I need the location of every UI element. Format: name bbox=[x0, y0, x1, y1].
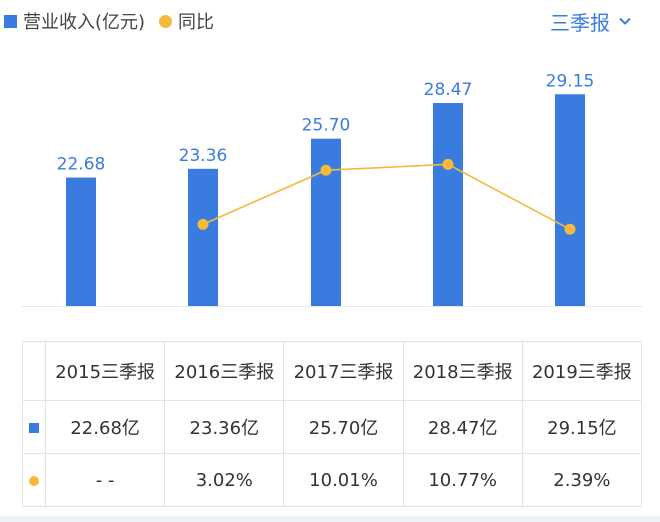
bar-data-label: 25.70 bbox=[302, 116, 351, 136]
data-table: 2015三季报 2016三季报 2017三季报 2018三季报 2019三季报 … bbox=[21, 341, 643, 507]
revenue-cell: 25.70亿 bbox=[283, 400, 404, 454]
revenue-bar bbox=[311, 138, 341, 306]
bar-data-label: 22.68 bbox=[57, 155, 106, 175]
chevron-down-icon bbox=[619, 17, 631, 25]
line-legend-label: 同比 bbox=[178, 12, 215, 33]
period-selector-label: 三季报 bbox=[550, 10, 610, 35]
chart-legend: 营业收入(亿元) 同比 bbox=[0, 4, 214, 38]
bar-legend-label: 营业收入(亿元) bbox=[23, 12, 146, 33]
bar-data-label: 23.36 bbox=[179, 146, 228, 166]
table-row-growth: - - 3.02% 10.01% 10.77% 2.39% bbox=[21, 453, 643, 507]
bar-legend-marker bbox=[4, 14, 17, 28]
bar-data-label: 29.15 bbox=[546, 71, 595, 91]
growth-cell: 3.02% bbox=[164, 453, 285, 507]
table-header-cell: 2017三季报 bbox=[283, 341, 404, 401]
revenue-bar bbox=[433, 103, 463, 306]
bottom-bar bbox=[0, 516, 660, 522]
table-header-cell: 2015三季报 bbox=[45, 341, 166, 401]
table-corner-cell bbox=[21, 341, 47, 401]
growth-row-marker bbox=[21, 453, 47, 507]
revenue-cell: 29.15亿 bbox=[521, 400, 643, 454]
growth-point bbox=[564, 223, 576, 235]
revenue-cell: 28.47亿 bbox=[402, 400, 523, 454]
table-header-row: 2015三季报 2016三季报 2017三季报 2018三季报 2019三季报 bbox=[21, 341, 643, 401]
revenue-cell: 22.68亿 bbox=[45, 400, 166, 454]
line-legend-marker bbox=[159, 14, 173, 28]
growth-line bbox=[202, 163, 571, 230]
period-selector[interactable]: 三季报 bbox=[550, 4, 632, 38]
revenue-cell: 23.36亿 bbox=[164, 400, 285, 454]
revenue-row-marker bbox=[21, 400, 47, 454]
revenue-chart: 22.68 23.36 25.70 28.47 29.15 bbox=[22, 71, 642, 307]
growth-point bbox=[442, 158, 454, 170]
table-header-cell: 2019三季报 bbox=[521, 341, 643, 401]
revenue-bar bbox=[555, 94, 585, 306]
growth-cell: - - bbox=[45, 453, 166, 507]
growth-cell: 2.39% bbox=[521, 453, 643, 507]
growth-point bbox=[320, 164, 332, 176]
table-header-cell: 2018三季报 bbox=[402, 341, 523, 401]
table-row-revenue: 22.68亿 23.36亿 25.70亿 28.47亿 29.15亿 bbox=[21, 400, 643, 454]
bar-data-label: 28.47 bbox=[424, 80, 473, 100]
revenue-bar bbox=[188, 168, 218, 306]
growth-cell: 10.01% bbox=[283, 453, 404, 507]
growth-point bbox=[197, 218, 209, 230]
table-header-cell: 2016三季报 bbox=[164, 341, 285, 401]
revenue-bar bbox=[66, 177, 96, 306]
growth-cell: 10.77% bbox=[402, 453, 523, 507]
